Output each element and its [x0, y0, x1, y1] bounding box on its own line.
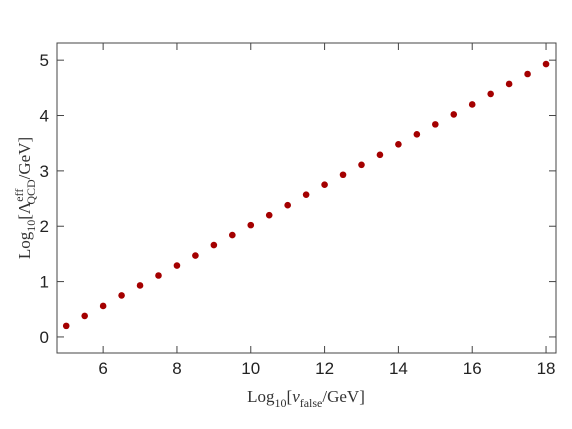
- point: [118, 292, 125, 299]
- point: [173, 262, 181, 269]
- point: [413, 131, 421, 138]
- point: [136, 282, 144, 289]
- point: [542, 60, 550, 68]
- x-label-part: false: [300, 396, 323, 410]
- y-label-part: QCD: [24, 179, 38, 205]
- point: [376, 151, 384, 159]
- y-tick-label: 2: [40, 217, 49, 236]
- point: [487, 90, 494, 98]
- y-label-part: [Λ: [15, 201, 34, 220]
- x-tick-label: 6: [98, 359, 107, 378]
- y-tick-label: 3: [40, 162, 49, 181]
- point: [210, 241, 218, 249]
- point: [155, 272, 162, 279]
- y-axis-label: Log10[ΛeffQCD/GeV]: [12, 137, 38, 259]
- point: [229, 231, 236, 239]
- x-tick-label: 14: [389, 359, 408, 378]
- y-label-part: 10: [24, 220, 38, 232]
- x-tick-label: 10: [241, 359, 260, 378]
- x-label-part: /GeV]: [322, 387, 364, 406]
- point: [284, 201, 291, 209]
- x-tick-label: 18: [537, 359, 556, 378]
- point: [247, 221, 255, 229]
- point: [432, 121, 439, 128]
- point: [321, 181, 328, 189]
- point: [99, 302, 107, 310]
- y-label-part: /GeV]: [15, 137, 34, 179]
- y-label-part: eff: [12, 189, 26, 202]
- point: [450, 111, 458, 118]
- point: [62, 322, 70, 330]
- point: [358, 161, 365, 169]
- y-tick-label: 4: [40, 107, 49, 126]
- x-tick-label: 8: [172, 359, 181, 378]
- point: [265, 211, 273, 219]
- y-label-part: Log: [15, 231, 34, 259]
- y-tick-label: 0: [40, 328, 49, 347]
- x-axis-label: Log10[vfalse/GeV]: [247, 387, 365, 410]
- point: [395, 141, 402, 148]
- point: [339, 171, 347, 179]
- point: [302, 191, 310, 198]
- y-axis-label-group: Log10[ΛeffQCD/GeV]: [12, 137, 38, 259]
- x-label-part: Log: [247, 387, 275, 406]
- y-tick-label: 5: [40, 51, 49, 70]
- point: [81, 312, 88, 320]
- x-tick-label: 12: [315, 359, 334, 378]
- plot-frame: [56, 42, 557, 354]
- x-label-part: 10: [275, 396, 287, 410]
- x-label-part: v: [292, 387, 300, 406]
- point: [524, 70, 531, 78]
- x-label-part: [: [287, 387, 293, 406]
- point: [505, 80, 513, 88]
- y-tick-label: 1: [40, 273, 49, 292]
- point: [192, 252, 199, 259]
- x-tick-label: 16: [463, 359, 482, 378]
- point: [468, 101, 476, 108]
